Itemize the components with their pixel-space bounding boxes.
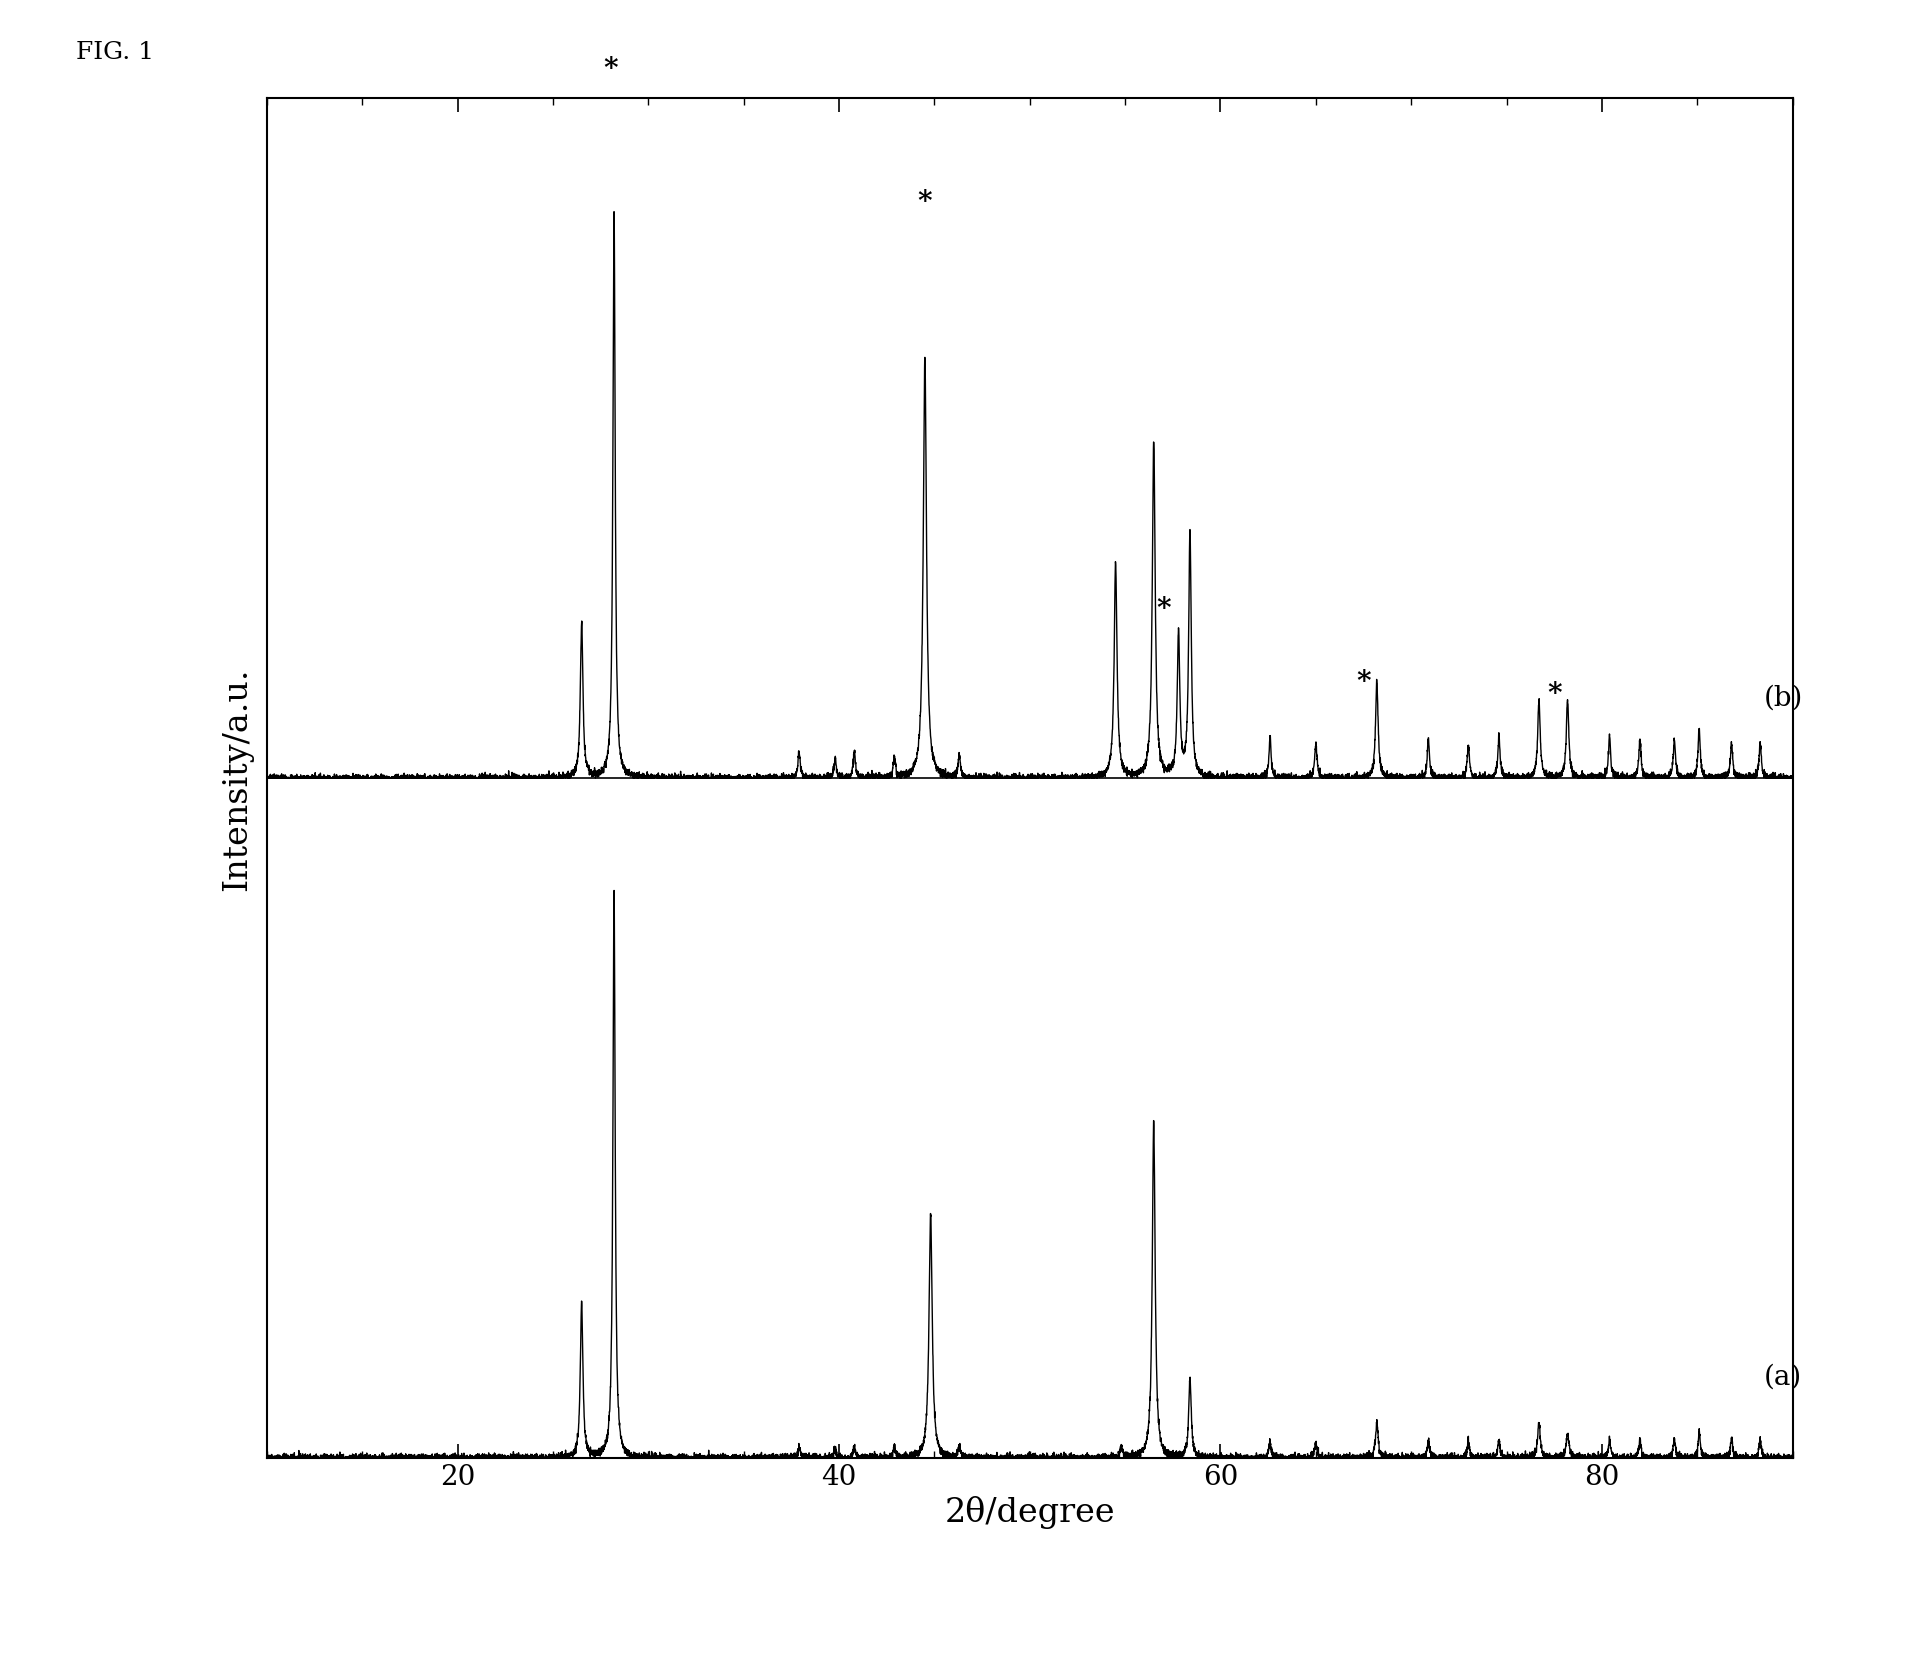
Text: *: *: [917, 189, 933, 215]
Text: *: *: [1547, 681, 1562, 708]
Text: *: *: [1156, 595, 1171, 621]
Text: FIG. 1: FIG. 1: [76, 41, 154, 65]
Text: *: *: [1356, 668, 1371, 696]
Text: (b): (b): [1764, 684, 1804, 711]
Text: *: *: [603, 56, 618, 83]
X-axis label: 2θ/degree: 2θ/degree: [944, 1496, 1116, 1528]
Y-axis label: Intensity/a.u.: Intensity/a.u.: [221, 668, 254, 890]
Text: (a): (a): [1764, 1364, 1802, 1390]
